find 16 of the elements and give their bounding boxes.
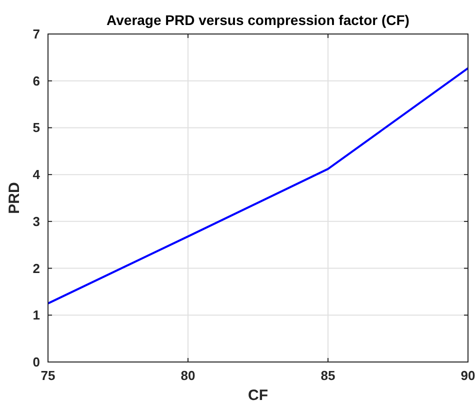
- y-tick-label: 2: [32, 260, 40, 276]
- x-tick-label: 85: [320, 368, 336, 383]
- x-tick-label: 75: [40, 368, 56, 383]
- chart-title: Average PRD versus compression factor (CF): [106, 12, 410, 28]
- line-series: [47, 67, 469, 304]
- y-axis-title: PRD: [6, 182, 23, 214]
- x-tick-label: 80: [180, 368, 196, 383]
- x-tick-label: 90: [460, 368, 476, 383]
- y-tick-label: 5: [32, 120, 40, 136]
- x-axis-title: CF: [248, 387, 268, 404]
- y-tick-label: 4: [32, 167, 41, 182]
- y-tick-label: 6: [32, 73, 40, 88]
- y-tick-label: 0: [32, 354, 40, 370]
- y-tick-label: 3: [32, 214, 40, 229]
- y-tick-label: 7: [32, 26, 40, 42]
- y-tick-label: 1: [32, 308, 40, 323]
